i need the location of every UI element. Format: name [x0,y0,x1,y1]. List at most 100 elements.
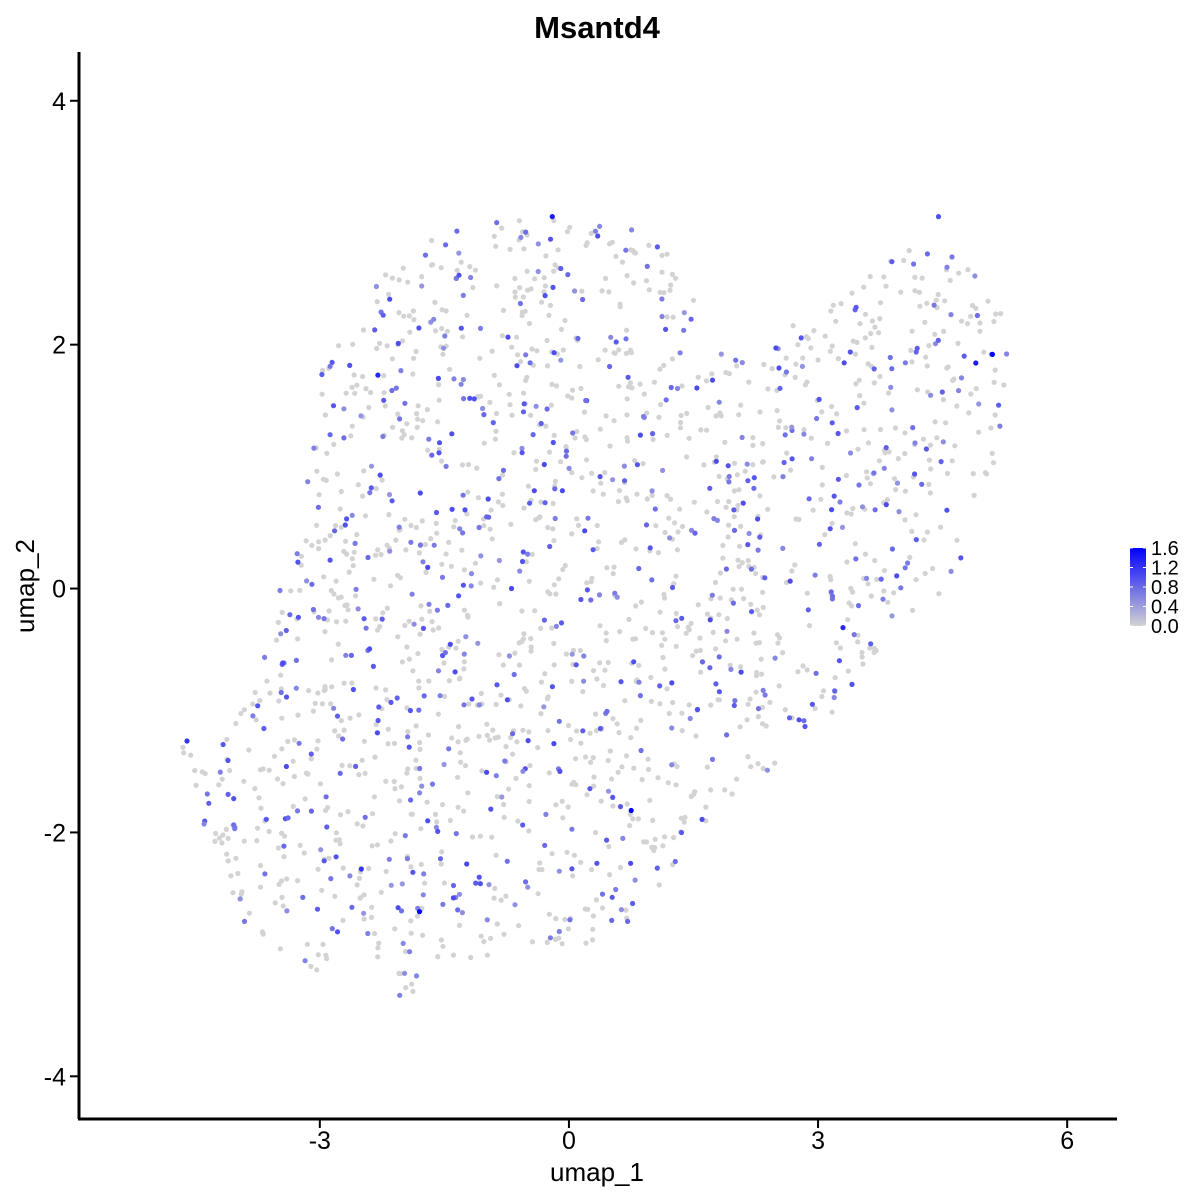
cell-point [409,981,415,987]
cell-point [492,885,498,892]
cell-point [964,321,971,327]
cell-point [499,225,505,231]
cell-point [596,539,602,545]
cell-point [314,967,320,973]
cell-point [295,636,301,642]
cell-point [695,602,701,608]
cell-point [539,299,545,305]
cell-point [855,639,861,645]
cell-point [316,539,322,545]
cell-point [931,302,937,308]
cell-point [404,644,410,650]
cell-point [429,237,435,244]
cell-point [293,685,299,691]
cell-point [525,483,532,489]
cell-point [698,669,704,675]
cell-point [776,683,782,689]
cell-point [707,665,713,671]
cell-point [340,917,346,923]
cell-point [517,359,524,365]
cell-point [737,724,743,730]
cell-point [958,555,964,561]
cell-point [877,300,884,306]
cell-point [660,467,666,473]
cell-point [276,881,282,888]
cell-point [565,722,572,729]
cell-point [517,568,523,574]
cell-point [491,584,497,590]
cell-point [867,645,873,651]
cell-point [829,596,836,602]
cell-point [309,581,315,587]
cell-point [563,453,569,459]
cell-point [649,492,655,498]
cell-point [420,932,426,938]
cell-point [981,349,987,355]
cell-point [425,732,432,738]
cell-point [592,228,599,234]
cell-point [755,714,761,720]
cell-point [231,796,237,802]
cell-point [233,720,239,727]
cell-point [872,557,878,564]
cell-point [666,710,672,717]
cell-point [501,814,507,820]
cell-point [440,943,446,949]
cell-point [435,668,442,674]
cell-point [659,630,666,636]
cell-point [855,603,862,609]
cell-point [617,864,624,871]
cell-point [745,558,751,564]
cell-point [402,622,408,629]
cell-point [961,353,967,359]
cell-point [905,560,911,566]
cell-point [321,616,327,622]
cell-point [909,328,915,334]
cell-point [800,663,806,669]
cell-point [500,307,507,313]
cell-point [409,591,415,597]
cell-point [461,702,467,708]
cell-point [387,583,394,589]
cell-point [930,565,936,572]
cell-point [327,533,333,539]
cell-point [494,577,500,583]
cell-point [384,605,390,611]
cell-point [373,283,379,290]
cell-point [345,607,351,613]
cell-point [731,507,737,513]
cell-point [295,559,301,565]
cell-point [384,697,390,703]
cell-point [420,418,426,424]
cell-point [736,563,742,570]
cell-point [391,740,398,747]
cell-point [241,838,247,844]
cell-point [562,562,568,569]
cell-point [833,318,839,324]
cell-point [310,708,316,714]
cell-point [523,879,529,885]
cell-point [932,331,938,337]
cell-point [556,576,562,582]
cell-point [851,632,857,638]
cell-point [892,425,899,431]
cell-point [280,781,286,787]
cell-point [660,843,666,849]
cell-point [489,834,495,840]
cell-point [494,921,500,927]
cell-point [509,731,516,737]
cell-point [792,562,798,568]
x-tick-label: 0 [562,1127,576,1155]
cell-point [563,651,570,657]
cell-point [520,822,526,828]
cell-point [524,374,530,380]
cell-point [219,776,225,782]
cell-point [659,642,665,649]
cell-point [684,410,690,416]
cell-point [755,706,762,712]
cell-point [467,264,473,270]
cell-point [392,926,398,932]
cell-point [669,356,676,362]
cell-point [695,374,701,380]
cell-point [559,941,565,947]
